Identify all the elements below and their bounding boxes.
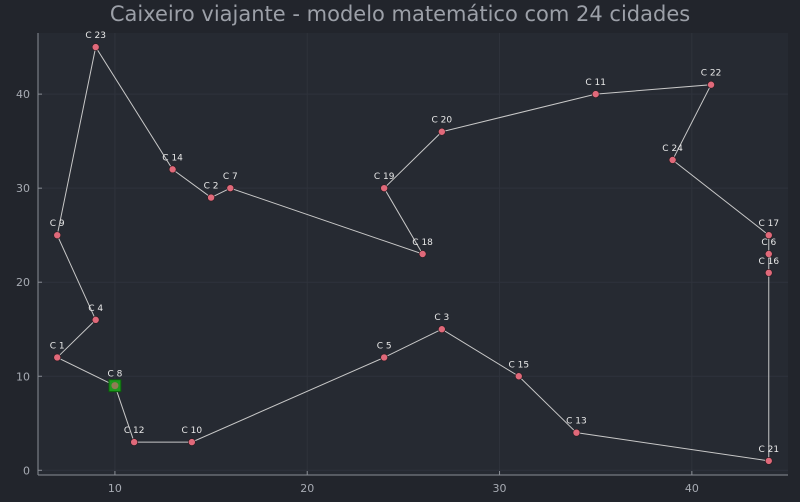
city-label: C 12 [124,426,145,436]
city-label: C 14 [162,153,183,163]
city-label: C 17 [758,219,779,229]
city-label: C 11 [585,78,606,88]
city-point [572,428,581,437]
city-label: C 9 [50,219,65,229]
city-point [668,156,677,164]
y-tick-label: 40 [16,88,30,101]
city-label: C 18 [412,238,433,248]
city-label: C 10 [182,426,203,436]
city-point [764,457,773,465]
city-label: C 22 [701,69,722,79]
y-tick-label: 20 [16,276,30,289]
city-point [438,325,446,334]
city-label: C 1 [50,341,65,351]
city-point [91,43,100,51]
city-point [438,127,446,136]
city-point [226,184,235,192]
city-label: C 19 [374,172,395,182]
city-point [111,382,119,390]
y-tick-label: 10 [16,370,30,383]
city-point [380,353,388,362]
x-tick-label: 10 [108,482,122,495]
plot-area [38,33,788,475]
city-point [207,193,215,202]
city-point [53,231,62,239]
city-point [514,372,523,381]
city-label: C 24 [662,144,683,154]
city-label: C 6 [761,238,776,248]
y-tick-label: 30 [16,182,30,195]
city-point [418,250,427,258]
city-point [168,165,177,174]
city-point [707,80,715,89]
y-tick-label: 0 [23,464,30,477]
city-label: C 2 [204,182,219,192]
city-label: C 4 [88,304,103,314]
city-label: C 7 [223,172,238,182]
city-label: C 8 [107,370,122,380]
city-point [91,316,100,324]
city-label: C 20 [432,116,453,126]
city-label: C 16 [758,257,779,267]
city-point [130,438,138,446]
city-point [591,90,600,98]
city-label: C 3 [434,313,449,323]
x-tick-label: 20 [300,482,314,495]
city-point [764,269,773,277]
x-tick-label: 40 [685,482,699,495]
city-label: C 15 [508,360,529,370]
city-point [764,250,773,258]
x-tick-label: 30 [493,482,507,495]
city-point [188,438,196,446]
city-point [764,231,773,239]
city-label: C 5 [377,341,392,351]
city-point [53,353,62,362]
city-label: C 23 [85,31,106,41]
city-point [380,184,388,192]
city-label: C 21 [758,445,779,455]
chart-title: Caixeiro viajante - modelo matemático co… [109,2,691,26]
city-label: C 13 [566,417,587,427]
